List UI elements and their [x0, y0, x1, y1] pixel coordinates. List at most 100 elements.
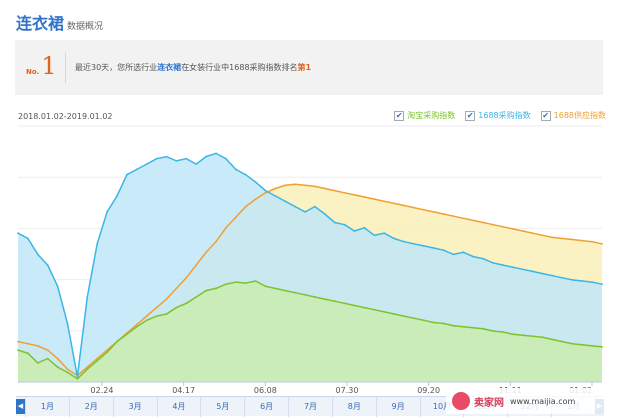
data-point[interactable]: [581, 239, 584, 242]
data-point[interactable]: [521, 334, 524, 337]
data-point[interactable]: [551, 338, 554, 341]
data-point[interactable]: [116, 340, 118, 343]
data-point[interactable]: [472, 255, 475, 258]
data-point[interactable]: [442, 322, 445, 325]
data-point[interactable]: [36, 345, 39, 347]
data-point[interactable]: [591, 281, 593, 283]
data-point[interactable]: [373, 234, 376, 237]
data-point[interactable]: [512, 228, 514, 230]
data-point[interactable]: [145, 319, 148, 322]
data-point[interactable]: [175, 160, 178, 162]
month-tick-10[interactable]: 10月: [419, 397, 464, 417]
data-point[interactable]: [531, 270, 534, 273]
data-point[interactable]: [581, 280, 584, 282]
data-point[interactable]: [462, 217, 465, 220]
data-point[interactable]: [96, 242, 99, 245]
data-point[interactable]: [422, 208, 425, 211]
data-point[interactable]: [452, 324, 455, 327]
data-point[interactable]: [383, 200, 386, 203]
data-point[interactable]: [551, 274, 554, 277]
data-point[interactable]: [274, 195, 277, 197]
data-point[interactable]: [531, 232, 534, 235]
data-point[interactable]: [413, 206, 415, 209]
data-point[interactable]: [294, 205, 297, 208]
data-point[interactable]: [541, 272, 544, 275]
data-point[interactable]: [353, 194, 356, 196]
month-tick-9[interactable]: 9月: [375, 397, 420, 417]
data-point[interactable]: [512, 333, 514, 336]
data-point[interactable]: [521, 230, 524, 232]
data-point[interactable]: [502, 331, 504, 333]
data-point[interactable]: [561, 237, 564, 240]
data-point[interactable]: [541, 336, 544, 339]
data-point[interactable]: [175, 287, 178, 290]
data-point[interactable]: [363, 306, 366, 309]
data-point[interactable]: [284, 289, 287, 292]
series-line-1[interactable]: [17, 152, 603, 377]
data-point[interactable]: [86, 368, 89, 371]
data-point[interactable]: [403, 240, 405, 243]
data-point[interactable]: [314, 205, 316, 208]
data-point[interactable]: [96, 359, 99, 362]
data-point[interactable]: [294, 183, 297, 186]
month-tick-3[interactable]: 3月: [112, 397, 157, 417]
data-point[interactable]: [284, 200, 287, 203]
data-point[interactable]: [225, 157, 227, 160]
data-point[interactable]: [353, 304, 356, 307]
data-point[interactable]: [373, 198, 376, 201]
data-point[interactable]: [215, 287, 217, 290]
data-point[interactable]: [373, 308, 376, 311]
data-point[interactable]: [462, 325, 465, 328]
data-point[interactable]: [393, 237, 395, 240]
data-point[interactable]: [581, 343, 584, 346]
legend-item-taobao[interactable]: ✔ 淘宝采购指数: [394, 110, 455, 121]
data-point[interactable]: [155, 157, 158, 160]
data-point[interactable]: [482, 221, 485, 224]
data-point[interactable]: [323, 298, 326, 300]
data-point[interactable]: [145, 163, 148, 166]
data-point[interactable]: [185, 157, 188, 160]
data-point[interactable]: [244, 282, 247, 284]
data-point[interactable]: [442, 213, 445, 215]
data-point[interactable]: [215, 240, 217, 243]
month-tick-2[interactable]: 2月: [68, 397, 113, 417]
data-point[interactable]: [254, 280, 257, 282]
checkbox-icon[interactable]: ✔: [465, 110, 476, 121]
data-point[interactable]: [56, 285, 59, 288]
data-point[interactable]: [492, 262, 494, 264]
data-point[interactable]: [323, 187, 326, 190]
data-point[interactable]: [403, 204, 405, 207]
data-point[interactable]: [472, 219, 475, 222]
data-point[interactable]: [165, 313, 168, 315]
month-tick-4[interactable]: 4月: [156, 397, 201, 417]
data-point[interactable]: [225, 283, 227, 286]
data-point[interactable]: [116, 195, 118, 197]
data-point[interactable]: [452, 215, 455, 218]
data-point[interactable]: [452, 253, 455, 256]
data-point[interactable]: [284, 184, 287, 187]
data-point[interactable]: [432, 247, 435, 249]
data-point[interactable]: [17, 232, 19, 235]
data-point[interactable]: [571, 342, 574, 345]
month-tick-5[interactable]: 5月: [200, 397, 244, 417]
data-point[interactable]: [264, 189, 267, 192]
data-point[interactable]: [363, 196, 366, 198]
data-point[interactable]: [205, 155, 208, 158]
data-point[interactable]: [56, 366, 59, 368]
data-point[interactable]: [36, 253, 39, 256]
data-point[interactable]: [561, 276, 564, 279]
data-point[interactable]: [591, 240, 593, 243]
data-point[interactable]: [165, 298, 168, 300]
data-point[interactable]: [155, 306, 158, 309]
data-point[interactable]: [76, 375, 79, 378]
data-point[interactable]: [185, 276, 188, 279]
data-point[interactable]: [106, 349, 108, 351]
data-point[interactable]: [333, 300, 336, 303]
data-point[interactable]: [343, 223, 346, 226]
data-point[interactable]: [561, 340, 564, 343]
data-point[interactable]: [502, 264, 504, 266]
data-point[interactable]: [333, 189, 336, 192]
data-point[interactable]: [135, 325, 138, 328]
data-point[interactable]: [422, 245, 425, 247]
data-point[interactable]: [234, 168, 237, 171]
